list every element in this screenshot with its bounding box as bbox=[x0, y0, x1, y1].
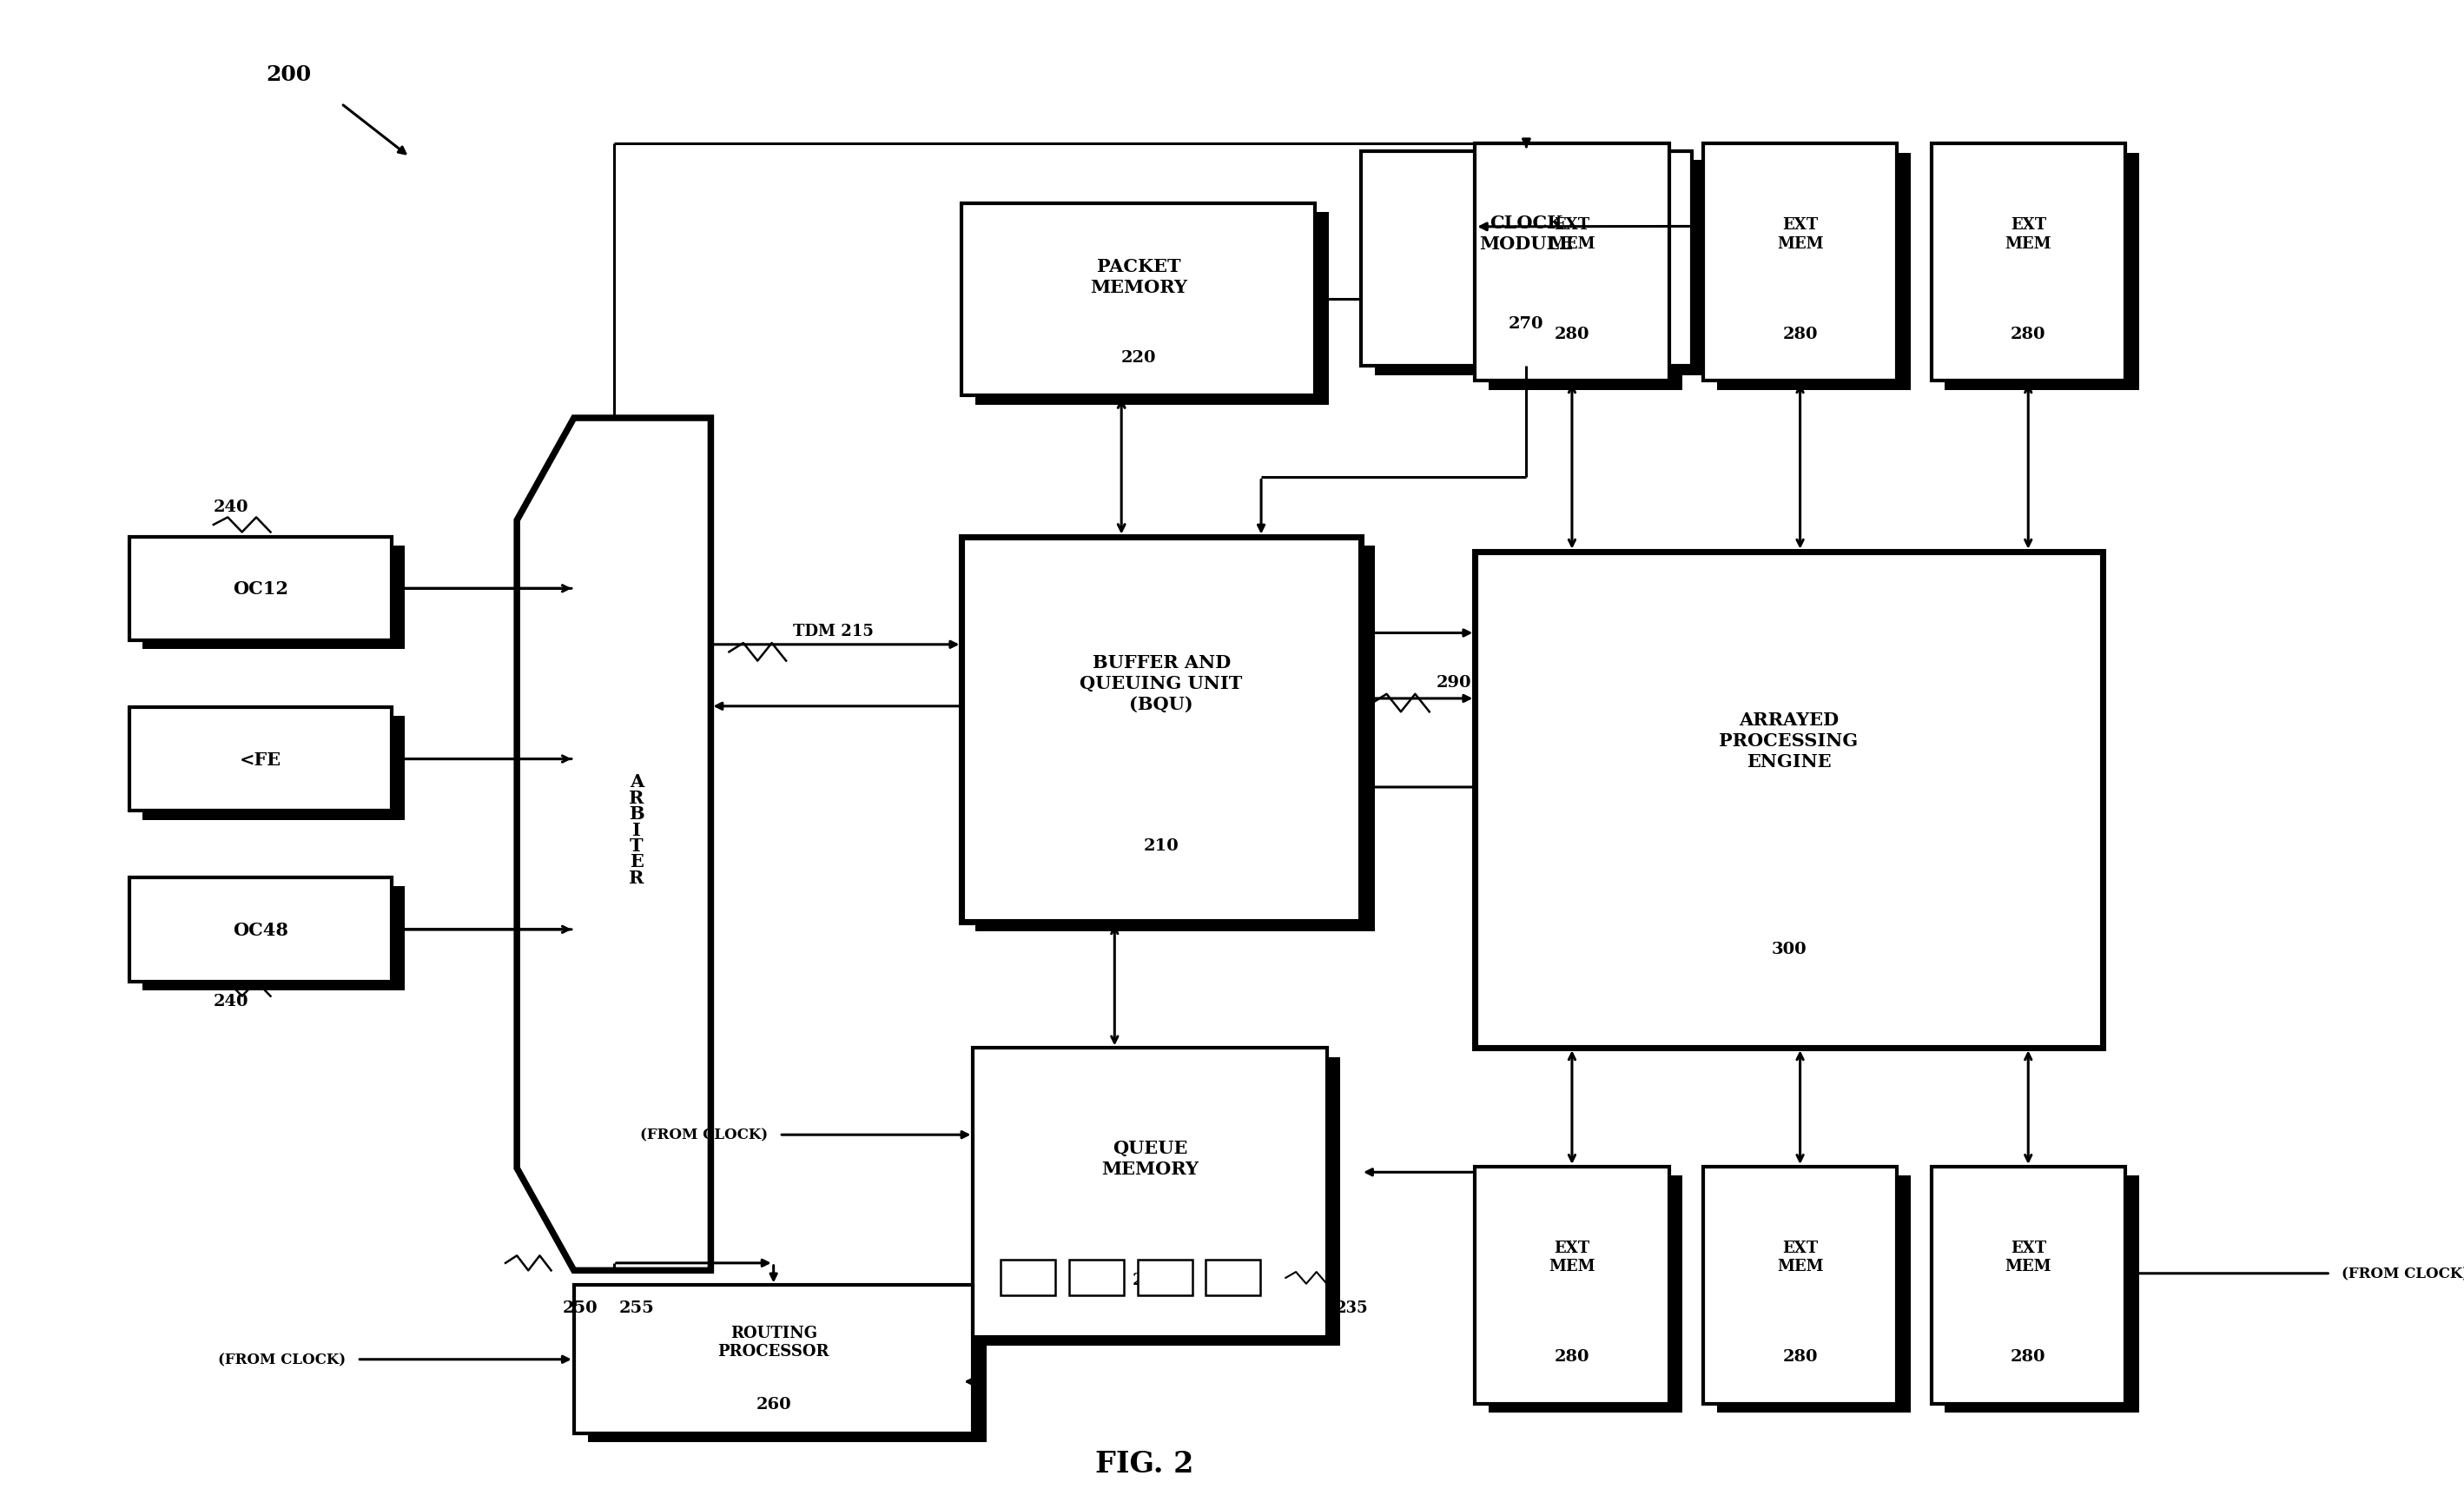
Text: 240: 240 bbox=[214, 993, 249, 1010]
Bar bbox=[586, 1294, 988, 1443]
Bar bbox=[1138, 1260, 1193, 1295]
Text: (FROM CLOCK): (FROM CLOCK) bbox=[217, 1352, 345, 1367]
Text: 240: 240 bbox=[214, 499, 249, 515]
Text: ROUTING
PROCESSOR: ROUTING PROCESSOR bbox=[717, 1325, 830, 1359]
Text: EXT
MEM: EXT MEM bbox=[1777, 1240, 1823, 1275]
Bar bbox=[143, 716, 404, 820]
Bar bbox=[1488, 153, 1683, 390]
Text: 280: 280 bbox=[1555, 326, 1589, 342]
Text: EXT
MEM: EXT MEM bbox=[2006, 217, 2053, 252]
Bar bbox=[1205, 1260, 1262, 1295]
Bar bbox=[128, 707, 392, 812]
Text: QUEUE
MEMORY: QUEUE MEMORY bbox=[1101, 1139, 1198, 1178]
Text: PACKET
MEMORY: PACKET MEMORY bbox=[1089, 258, 1188, 296]
Text: 220: 220 bbox=[1121, 350, 1156, 366]
Bar bbox=[128, 538, 392, 640]
Text: 255: 255 bbox=[618, 1300, 655, 1316]
Text: 280: 280 bbox=[1781, 1349, 1818, 1364]
Text: 280: 280 bbox=[1781, 326, 1818, 342]
Bar bbox=[1932, 144, 2124, 381]
Text: 270: 270 bbox=[1508, 316, 1545, 332]
Text: 280: 280 bbox=[2011, 1349, 2045, 1364]
Text: 235: 235 bbox=[1335, 1300, 1368, 1316]
Text: (FROM CLOCK): (FROM CLOCK) bbox=[2341, 1266, 2464, 1281]
Bar bbox=[1717, 1176, 1910, 1413]
Bar bbox=[973, 1048, 1326, 1337]
Bar bbox=[1944, 1176, 2139, 1413]
Bar bbox=[1360, 152, 1693, 366]
Text: 290: 290 bbox=[1437, 675, 1471, 689]
Bar bbox=[1375, 161, 1705, 375]
Bar bbox=[1069, 1260, 1124, 1295]
Text: 230: 230 bbox=[1133, 1272, 1168, 1286]
Bar bbox=[1944, 153, 2139, 390]
Text: BUFFER AND
QUEUING UNIT
(BQU): BUFFER AND QUEUING UNIT (BQU) bbox=[1079, 654, 1242, 713]
Text: 250: 250 bbox=[562, 1300, 599, 1316]
Bar bbox=[1476, 552, 2102, 1048]
Bar bbox=[961, 538, 1360, 922]
Text: 210: 210 bbox=[1143, 837, 1180, 853]
Bar bbox=[143, 546, 404, 649]
Text: EXT
MEM: EXT MEM bbox=[1550, 1240, 1594, 1275]
Text: 260: 260 bbox=[756, 1397, 791, 1412]
Bar bbox=[1476, 1167, 1668, 1404]
Text: EXT
MEM: EXT MEM bbox=[1777, 217, 1823, 252]
Text: CLOCK
MODULE: CLOCK MODULE bbox=[1478, 214, 1574, 253]
Bar bbox=[574, 1285, 973, 1434]
Text: A
R
B
I
T
E
R: A R B I T E R bbox=[628, 773, 643, 886]
Text: 280: 280 bbox=[1555, 1349, 1589, 1364]
Bar bbox=[1476, 144, 1668, 381]
Text: EXT
MEM: EXT MEM bbox=[1550, 217, 1594, 252]
Text: OC48: OC48 bbox=[232, 922, 288, 938]
Bar bbox=[976, 213, 1328, 405]
Bar bbox=[1703, 144, 1897, 381]
Bar bbox=[976, 546, 1375, 931]
Text: ARRAYED
PROCESSING
ENGINE: ARRAYED PROCESSING ENGINE bbox=[1720, 710, 1858, 770]
Text: 200: 200 bbox=[266, 64, 310, 85]
Text: <FE: <FE bbox=[239, 750, 281, 768]
Bar bbox=[128, 879, 392, 981]
Bar bbox=[1000, 1260, 1055, 1295]
Bar bbox=[1488, 1176, 1683, 1413]
Text: OC12: OC12 bbox=[232, 581, 288, 597]
Bar bbox=[961, 204, 1316, 396]
Text: TDM 215: TDM 215 bbox=[793, 624, 875, 639]
Polygon shape bbox=[517, 418, 710, 1270]
Text: 300: 300 bbox=[1772, 941, 1806, 957]
Bar bbox=[1717, 153, 1910, 390]
Text: FIG. 2: FIG. 2 bbox=[1094, 1449, 1193, 1479]
Bar bbox=[988, 1057, 1340, 1346]
Text: EXT
MEM: EXT MEM bbox=[2006, 1240, 2053, 1275]
Text: 280: 280 bbox=[2011, 326, 2045, 342]
Bar bbox=[143, 887, 404, 990]
Bar bbox=[1703, 1167, 1897, 1404]
Bar bbox=[1932, 1167, 2124, 1404]
Text: (FROM CLOCK): (FROM CLOCK) bbox=[641, 1127, 769, 1142]
